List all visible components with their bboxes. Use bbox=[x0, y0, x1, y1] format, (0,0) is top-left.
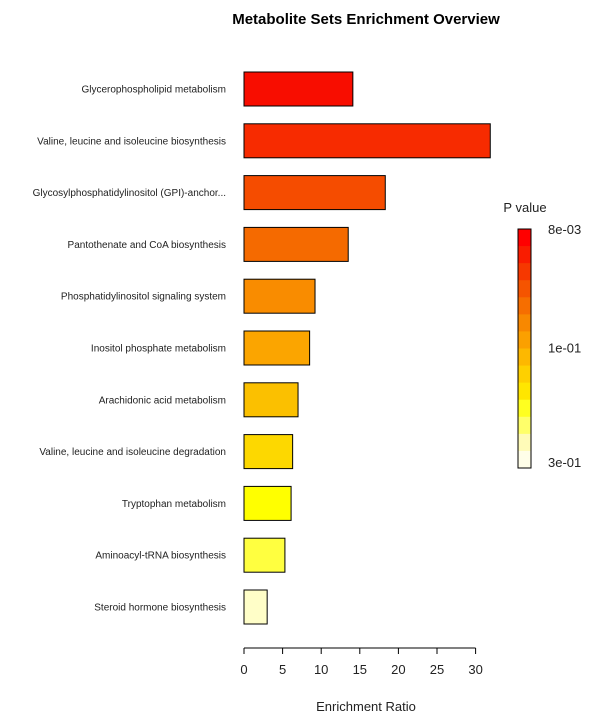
p-value-legend: P value 8e-03 1e-01 3e-01 bbox=[503, 200, 581, 470]
bar bbox=[243, 71, 354, 107]
legend-frame bbox=[517, 228, 532, 469]
legend-swatch bbox=[518, 348, 531, 367]
legend-tick-label: 1e-01 bbox=[548, 341, 581, 356]
legend-swatch bbox=[518, 263, 531, 281]
category-labels: Glycerophospholipid metabolism Valine, le… bbox=[33, 85, 226, 614]
legend-swatch bbox=[518, 280, 531, 298]
category-label: Glycerophospholipid metabolism bbox=[81, 85, 226, 96]
legend-title: P value bbox=[503, 200, 546, 215]
legend-swatch bbox=[518, 382, 531, 401]
bars-group bbox=[243, 71, 491, 625]
bar bbox=[243, 382, 299, 418]
category-label: Aminoacyl-tRNA biosynthesis bbox=[95, 551, 226, 562]
legend-swatch bbox=[518, 314, 531, 332]
legend-swatch bbox=[518, 331, 531, 349]
legend-swatch bbox=[518, 399, 531, 418]
x-tick-label: 10 bbox=[314, 662, 328, 677]
category-label: Pantothenate and CoA biosynthesis bbox=[68, 240, 226, 251]
category-label: Inositol phosphate metabolism bbox=[91, 344, 226, 355]
legend-swatch bbox=[518, 416, 531, 435]
x-tick-label: 30 bbox=[468, 662, 482, 677]
bar bbox=[243, 123, 491, 159]
legend-swatch bbox=[518, 450, 531, 469]
x-tick-label: 5 bbox=[279, 662, 286, 677]
legend-tick-label: 8e-03 bbox=[548, 222, 581, 237]
x-tick-label: 20 bbox=[391, 662, 405, 677]
legend-swatch bbox=[518, 246, 531, 264]
bar bbox=[243, 589, 268, 625]
bar bbox=[243, 485, 292, 521]
legend-swatch bbox=[518, 433, 531, 452]
bar bbox=[243, 175, 386, 211]
bar bbox=[243, 537, 286, 573]
legend-tick-label: 3e-01 bbox=[548, 455, 581, 470]
category-label: Phosphatidylinositol signaling system bbox=[61, 292, 226, 303]
category-label: Valine, leucine and isoleucine degradati… bbox=[39, 447, 226, 458]
category-label: Glycosylphosphatidylinositol (GPI)-ancho… bbox=[33, 188, 226, 199]
x-axis: 0 5 10 15 20 25 30 bbox=[240, 647, 483, 677]
bar bbox=[243, 226, 349, 262]
category-label: Tryptophan metabolism bbox=[122, 499, 226, 510]
legend-swatch bbox=[518, 229, 531, 247]
x-tick-label: 15 bbox=[353, 662, 367, 677]
bar bbox=[243, 278, 316, 314]
x-axis-label: Enrichment Ratio bbox=[316, 699, 416, 714]
bar bbox=[243, 330, 311, 366]
category-label: Valine, leucine and isoleucine biosynthe… bbox=[37, 136, 226, 147]
x-tick-label: 0 bbox=[240, 662, 247, 677]
category-label: Steroid hormone biosynthesis bbox=[94, 603, 226, 614]
x-tick-label: 25 bbox=[430, 662, 444, 677]
bar bbox=[243, 434, 294, 470]
category-label: Arachidonic acid metabolism bbox=[99, 395, 226, 406]
legend-swatch bbox=[518, 297, 531, 315]
legend-swatch bbox=[518, 365, 531, 384]
chart-title: Metabolite Sets Enrichment Overview bbox=[232, 11, 500, 28]
